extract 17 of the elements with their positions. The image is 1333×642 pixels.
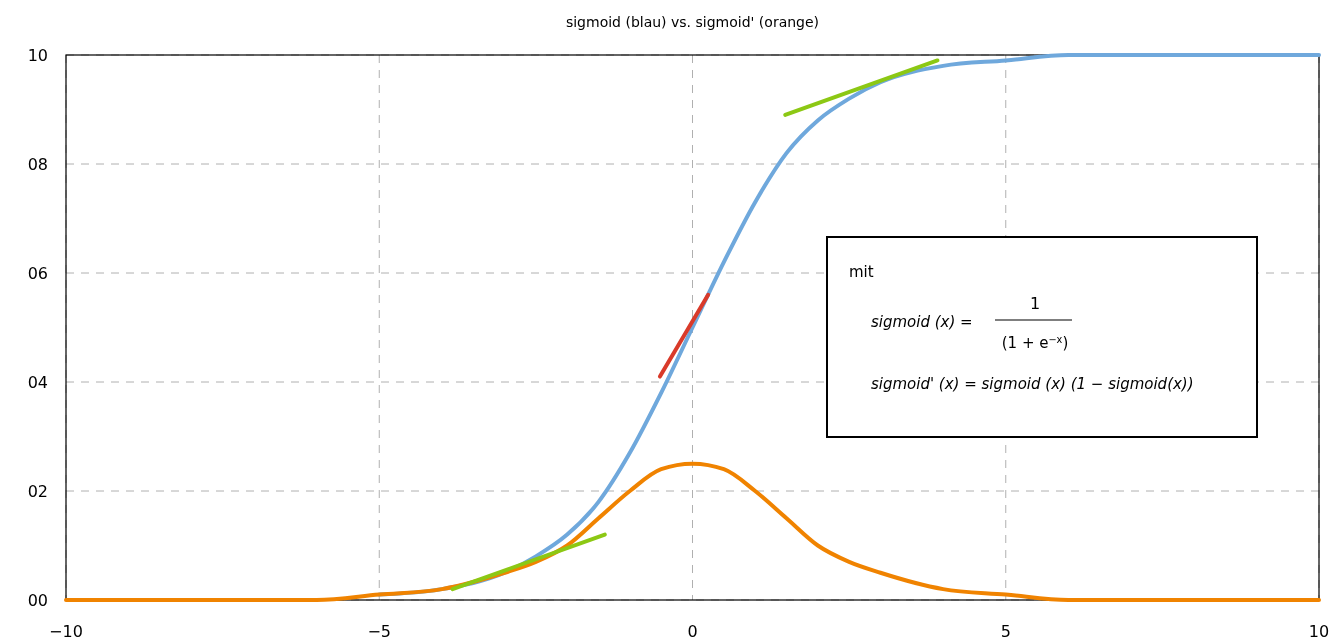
annotation: sigmoid (x) = bbox=[871, 313, 973, 331]
annotation: (1 + e$^{−x}$) bbox=[1001, 333, 1069, 352]
y-tick-label: 04 bbox=[27, 373, 48, 392]
x-tick-label: −10 bbox=[49, 622, 83, 641]
annotation: mit bbox=[849, 263, 874, 281]
annotation: sigmoid' (x) = sigmoid (x) (1 − sigmoid(x)) bbox=[871, 375, 1194, 393]
x-tick-label: 0 bbox=[687, 622, 698, 641]
y-tick-label: 02 bbox=[27, 482, 48, 501]
y-tick-label: 06 bbox=[27, 264, 48, 283]
y-tick-label: 00 bbox=[27, 591, 48, 610]
x-tick-label: 10 bbox=[1308, 622, 1330, 641]
annotation: 1 bbox=[1029, 294, 1041, 313]
y-tick-label: 08 bbox=[27, 155, 48, 174]
y-tick-label: 10 bbox=[27, 46, 48, 65]
x-tick-label: 5 bbox=[1000, 622, 1011, 641]
x-tick-label: −5 bbox=[367, 622, 392, 641]
chart-title: sigmoid (blau) vs. sigmoid' (orange) bbox=[565, 14, 820, 30]
